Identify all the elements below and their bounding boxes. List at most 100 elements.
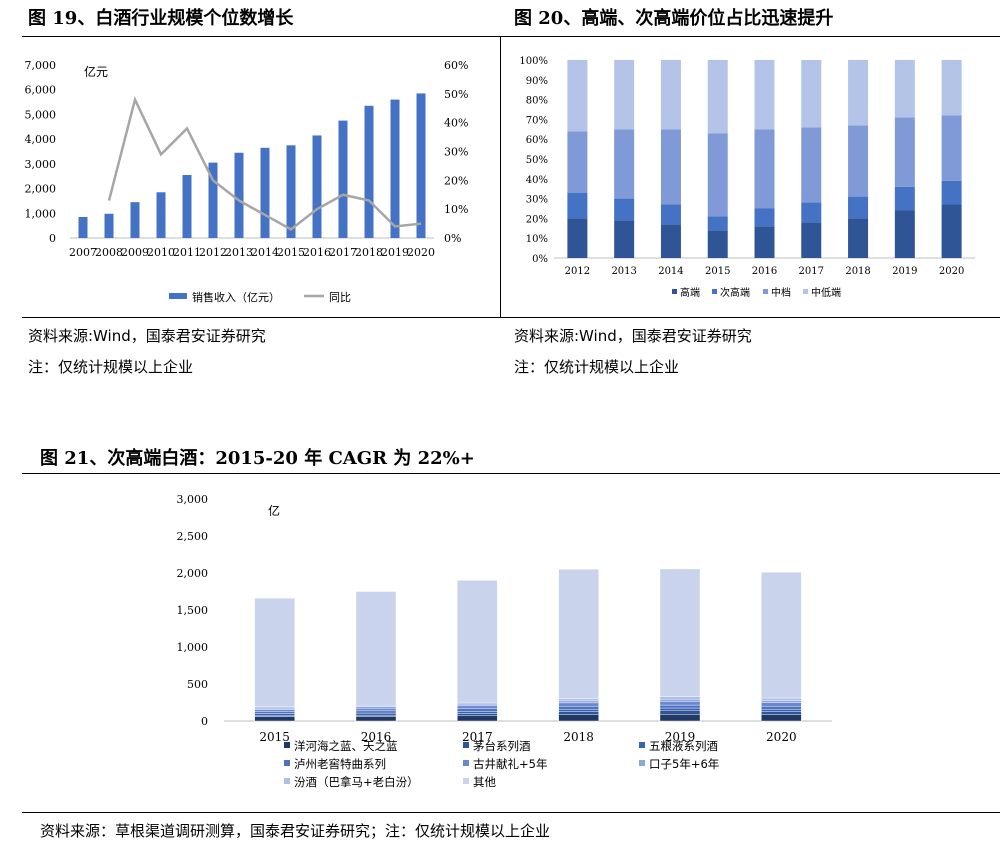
bar-segment xyxy=(707,230,728,258)
y-tick-label: 0% xyxy=(532,254,548,265)
legend-swatch xyxy=(763,289,768,294)
y-tick-label: 70% xyxy=(526,115,548,126)
bar-segment xyxy=(848,196,869,219)
y-tick-label: 1,000 xyxy=(177,641,209,654)
y-tick-label: 5,000 xyxy=(25,108,57,121)
legend-label: 五粮液系列酒 xyxy=(649,739,718,753)
legend-swatch xyxy=(463,760,469,766)
line-yoy xyxy=(107,95,422,231)
y-tick-label: 500 xyxy=(187,678,208,691)
y-tick-label: 1,500 xyxy=(177,604,209,617)
bar-revenue xyxy=(390,99,400,238)
y2-tick-label: 20% xyxy=(444,174,468,187)
bar-segment xyxy=(941,180,962,205)
x-tick-label: 2016 xyxy=(752,266,777,277)
bar-segment xyxy=(894,210,915,258)
bar-segment xyxy=(355,716,397,722)
y-tick-label: 2,000 xyxy=(25,183,57,196)
x-tick-label: 2012 xyxy=(199,246,227,259)
chart19-20-divider xyxy=(500,36,501,317)
legend-label: 茅台系列酒 xyxy=(473,739,531,753)
bar-segment xyxy=(558,705,599,710)
bar-segment xyxy=(659,707,701,711)
x-tick-label: 2008 xyxy=(95,246,123,259)
bar-segment xyxy=(894,186,915,211)
bar-segment xyxy=(558,711,599,715)
bar-segment xyxy=(567,218,588,258)
x-tick-label: 2016 xyxy=(303,246,331,259)
bar-segment xyxy=(254,716,295,722)
x-tick-label: 2014 xyxy=(251,246,279,259)
legend-swatch xyxy=(284,778,290,784)
bar-segment xyxy=(558,700,599,704)
x-tick-label: 2010 xyxy=(147,246,175,259)
chart19-revenue-growth: 0 1,000 2,000 3,000 4,000 5,000 6,000 7,000 0% 10… xyxy=(25,59,469,304)
legend-label: 泸州老窖特曲系列 xyxy=(294,757,386,771)
bar-segment xyxy=(761,711,802,715)
bar-segment xyxy=(558,569,599,699)
y-tick-label: 40% xyxy=(526,175,548,186)
bar-segment xyxy=(941,115,962,181)
bar-segment xyxy=(254,706,295,709)
y-tick-label: 50% xyxy=(526,155,548,166)
y-tick-label: 20% xyxy=(526,214,548,225)
bar-segment xyxy=(660,224,681,258)
bar-revenue xyxy=(416,93,426,238)
legend-label: 次高端 xyxy=(720,286,750,299)
x-tick-label: 2020 xyxy=(766,730,797,744)
y-tick-label: 60% xyxy=(526,135,548,146)
x-tick-label: 2019 xyxy=(665,730,696,744)
bar-segment xyxy=(457,701,498,705)
chart20-note: 注：仅统计规模以上企业 xyxy=(514,358,680,376)
bar-segment xyxy=(894,117,915,187)
y-tick-label: 2,000 xyxy=(177,567,209,580)
bar-segment xyxy=(707,60,728,134)
x-tick-label: 2018 xyxy=(563,730,594,744)
x-tick-label: 2017 xyxy=(329,246,357,259)
bar-segment xyxy=(355,591,397,706)
bar-segment xyxy=(941,60,962,116)
bar-segment xyxy=(355,706,397,709)
y-tick-label: 4,000 xyxy=(25,133,57,146)
x-tick-label: 2018 xyxy=(355,246,383,259)
bar-segment xyxy=(457,703,498,707)
y2-tick-label: 10% xyxy=(444,203,468,216)
bar-segment xyxy=(254,707,295,710)
bar-segment xyxy=(801,202,822,223)
x-tick-label: 2020 xyxy=(939,266,964,277)
y-tick-label: 0 xyxy=(201,715,208,728)
x-tick-label: 2019 xyxy=(892,266,917,277)
legend-swatch xyxy=(803,289,808,294)
bar-revenue xyxy=(182,174,192,238)
legend-swatch xyxy=(639,760,645,766)
bar-segment xyxy=(801,222,822,258)
x-tick-label: 2018 xyxy=(845,266,870,277)
bar-segment xyxy=(457,715,498,722)
legend-swatch xyxy=(672,289,677,294)
top-rule xyxy=(22,36,1000,37)
legend-label: 洋河海之蓝、天之蓝 xyxy=(294,739,398,753)
x-tick-label: 2015 xyxy=(259,730,290,744)
y2-tick-label: 50% xyxy=(444,88,468,101)
x-tick-label: 2020 xyxy=(407,246,435,259)
bar-revenue xyxy=(208,162,218,238)
x-tick-label: 2009 xyxy=(121,246,149,259)
bar-segment xyxy=(355,704,397,707)
bar-segment xyxy=(761,705,802,710)
y-tick-label: 3,000 xyxy=(25,158,57,171)
chart21-source: 资料来源：草根渠道调研测算，国泰君安证券研究；注：仅统计规模以上企业 xyxy=(40,822,551,840)
bar-revenue xyxy=(156,192,166,238)
chart21-sub-high-end-stack: 0 500 1,000 1,500 2,000 2,500 3,000 亿 2015 2016 20… xyxy=(177,493,832,789)
legend-swatch xyxy=(284,742,290,748)
bar-segment xyxy=(761,708,802,712)
bar-segment xyxy=(754,208,775,227)
bar-segment xyxy=(659,696,701,700)
bar-segment xyxy=(659,704,701,709)
bar-segment xyxy=(457,708,498,712)
x-tick-label: 2013 xyxy=(611,266,636,277)
bar-segment xyxy=(254,713,295,717)
y2-tick-label: 0% xyxy=(444,232,461,245)
legend-label: 古井献礼+5年 xyxy=(473,757,547,771)
y-tick-label: 30% xyxy=(526,195,548,206)
chart21-bottom-rule xyxy=(22,812,1000,813)
